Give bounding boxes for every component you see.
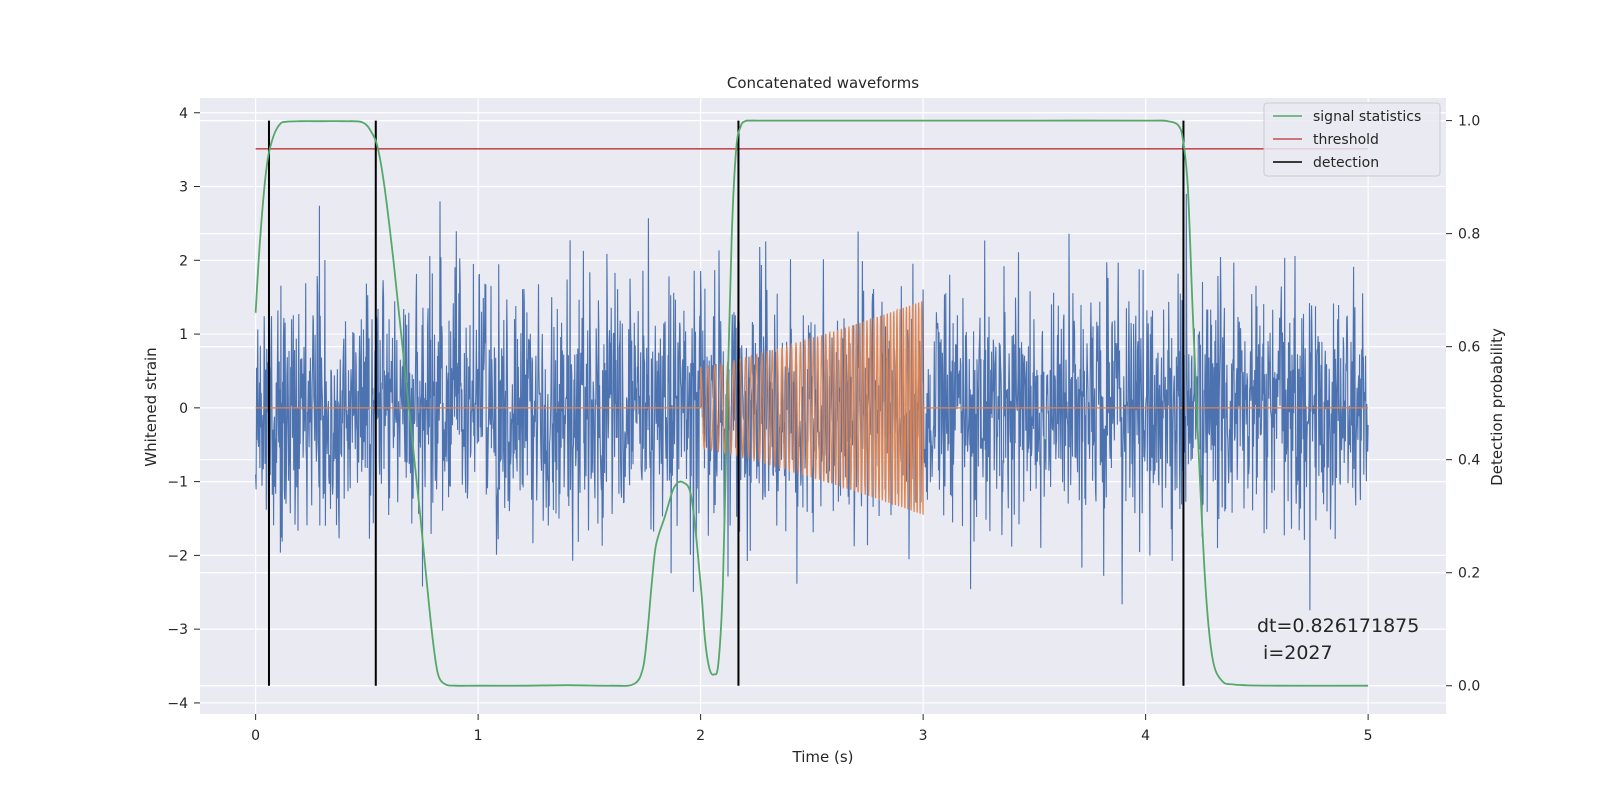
y2-tick-label: 1.0: [1458, 114, 1480, 130]
y-tick-label: 3: [179, 180, 188, 196]
y-tick-label: 4: [179, 106, 188, 122]
x-axis-label: Time (s): [792, 748, 854, 766]
annotation-dt: dt=0.826171875: [1257, 615, 1419, 637]
x-tick-label: 1: [474, 728, 483, 744]
chart-title: Concatenated waveforms: [727, 74, 919, 92]
legend-label-signal-statistics: signal statistics: [1313, 109, 1421, 125]
y-tick-label: 2: [179, 253, 188, 269]
y-tick-label: 0: [179, 401, 188, 417]
y-tick-label: −2: [167, 548, 188, 564]
y-tick-label: −4: [167, 696, 188, 712]
y2-tick-labels: 0.0 0.2 0.4 0.6 0.8 1.0: [1458, 114, 1480, 695]
y2-tick-label: 0.8: [1458, 227, 1480, 243]
x-tick-label: 5: [1364, 728, 1373, 744]
x-tick-label: 4: [1141, 728, 1150, 744]
y2-tick-label: 0.0: [1458, 679, 1480, 695]
x-tick-labels: 0 1 2 3 4 5: [251, 728, 1372, 744]
legend: signal statistics threshold detection: [1263, 102, 1441, 177]
tick-marks: [194, 112, 1452, 720]
detection-lines: [267, 120, 1185, 686]
x-tick-label: 0: [251, 728, 260, 744]
legend-box: [1263, 102, 1441, 177]
y2-tick-label: 0.6: [1458, 340, 1480, 356]
y-tick-labels: −4 −3 −2 −1 0 1 2 3 4: [167, 106, 188, 712]
legend-label-detection: detection: [1313, 155, 1379, 171]
y-tick-label: 1: [179, 327, 188, 343]
annotation-i: i=2027: [1257, 642, 1333, 664]
y2-tick-label: 0.4: [1458, 453, 1480, 469]
legend-label-threshold: threshold: [1313, 132, 1379, 148]
y-tick-label: −1: [167, 475, 188, 491]
y2-axis-label: Detection probability: [1488, 328, 1506, 486]
y-tick-label: −3: [167, 622, 188, 638]
annotation: dt=0.826171875 i=2027: [1257, 615, 1419, 664]
signal-statistics-line: [254, 119, 1369, 687]
x-tick-label: 3: [919, 728, 928, 744]
y2-tick-label: 0.2: [1458, 566, 1480, 582]
y-axis-label: Whitened strain: [142, 347, 160, 466]
x-tick-label: 2: [696, 728, 705, 744]
signal-statistics-layer: [254, 119, 1369, 687]
